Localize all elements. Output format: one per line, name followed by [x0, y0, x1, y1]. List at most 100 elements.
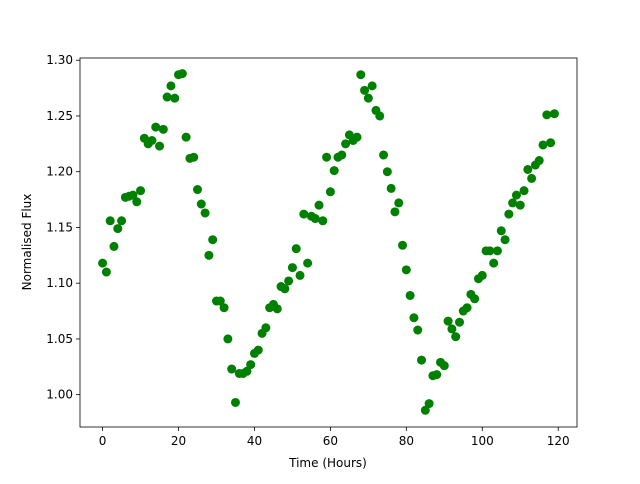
point: [314, 200, 324, 210]
point: [424, 399, 434, 409]
point: [227, 364, 237, 374]
x-tick-label: 20: [171, 434, 186, 448]
point: [261, 323, 271, 333]
point: [519, 186, 529, 196]
x-tick-label: 80: [399, 434, 414, 448]
y-tick-label: 1.15: [46, 220, 73, 234]
point: [413, 325, 423, 335]
point: [508, 198, 518, 208]
point: [417, 355, 427, 365]
x-tick-label: 40: [247, 434, 262, 448]
point: [272, 304, 282, 314]
point: [322, 152, 332, 162]
point: [101, 267, 111, 277]
point: [177, 69, 187, 79]
point: [401, 265, 411, 275]
point: [439, 361, 449, 371]
y-tick-label: 1.20: [46, 165, 73, 179]
x-tick-label: 120: [547, 434, 570, 448]
point: [386, 183, 396, 193]
point: [109, 241, 119, 251]
y-tick-label: 1.25: [46, 109, 73, 123]
point: [136, 186, 146, 196]
point: [379, 150, 389, 160]
point: [454, 317, 464, 327]
point: [219, 303, 229, 313]
point: [546, 138, 556, 148]
point: [375, 111, 385, 121]
point: [299, 209, 309, 219]
point: [398, 240, 408, 250]
point: [523, 164, 533, 174]
point: [98, 258, 108, 268]
point: [405, 290, 415, 300]
point: [208, 235, 218, 245]
point: [329, 166, 339, 176]
point: [204, 250, 214, 260]
x-axis-label: Time (Hours): [288, 456, 367, 470]
point: [363, 93, 373, 103]
point: [189, 152, 199, 162]
point: [542, 110, 552, 120]
point: [193, 185, 203, 195]
point: [246, 360, 256, 370]
point: [443, 316, 453, 326]
point: [451, 332, 461, 342]
point: [382, 167, 392, 177]
point: [367, 81, 377, 91]
point: [492, 246, 502, 256]
point: [325, 187, 335, 197]
point: [504, 209, 514, 219]
point: [147, 135, 157, 145]
point: [128, 190, 138, 200]
point: [341, 139, 351, 149]
point: [215, 296, 225, 306]
point: [352, 132, 362, 142]
point: [485, 246, 495, 256]
point: [534, 156, 544, 166]
plot-frame: [79, 57, 578, 428]
point: [117, 216, 127, 226]
point: [242, 366, 252, 376]
point: [166, 81, 176, 91]
point: [253, 345, 263, 355]
point: [360, 85, 370, 95]
point: [447, 324, 457, 334]
point: [151, 122, 161, 132]
point: [390, 207, 400, 217]
point: [538, 140, 548, 150]
point: [287, 263, 297, 273]
point: [356, 70, 366, 80]
point: [496, 226, 506, 236]
point: [155, 141, 165, 151]
point: [230, 397, 240, 407]
point: [511, 190, 521, 200]
point: [105, 216, 115, 226]
point: [158, 124, 168, 134]
x-tick-label: 60: [323, 434, 338, 448]
y-tick-label: 1.00: [46, 388, 73, 402]
point: [318, 216, 328, 226]
point: [196, 199, 206, 209]
point: [223, 334, 233, 344]
point: [181, 132, 191, 142]
point: [284, 276, 294, 286]
point: [303, 258, 313, 268]
x-tick-label: 0: [99, 434, 107, 448]
point: [527, 173, 537, 183]
point: [409, 313, 419, 323]
point: [394, 198, 404, 208]
point: [470, 294, 480, 304]
point: [500, 235, 510, 245]
point: [200, 208, 210, 218]
point: [549, 109, 559, 119]
point: [310, 214, 320, 224]
point: [477, 270, 487, 280]
point: [162, 92, 172, 102]
point: [489, 258, 499, 268]
point: [280, 284, 290, 294]
point: [295, 270, 305, 280]
point: [420, 405, 430, 415]
